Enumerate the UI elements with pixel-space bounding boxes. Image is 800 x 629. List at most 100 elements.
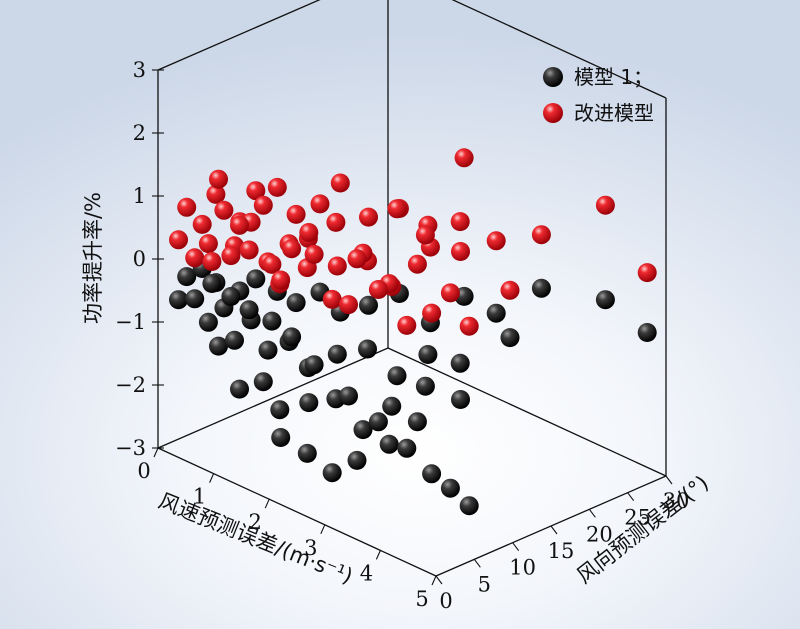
z-tick-label: 3	[133, 58, 146, 82]
point-improved	[368, 280, 388, 299]
x-axis-ticks: 0 1 2 3 4 5	[137, 447, 437, 611]
z-tick-label: −2	[115, 373, 146, 397]
x-tick-label: 1	[193, 485, 206, 509]
z-tick-label: −1	[115, 310, 146, 334]
point-improved	[451, 242, 470, 261]
x-tick-label: 0	[137, 459, 150, 483]
y-tick-label: 5	[478, 572, 491, 596]
point-improved	[192, 214, 212, 234]
point-model1	[451, 390, 470, 409]
z-axis-title: 功率提升率/%	[81, 192, 105, 324]
box-edge-floor-right	[387, 347, 667, 477]
point-model1	[239, 300, 259, 320]
box-edge-top-back	[451, 0, 667, 99]
x-axis-line	[157, 447, 437, 577]
point-model1	[297, 443, 317, 463]
point-improved	[253, 195, 273, 215]
point-model1	[459, 496, 479, 516]
point-model1	[209, 336, 228, 356]
point-improved	[230, 215, 249, 235]
y-tick	[588, 509, 596, 518]
point-improved	[271, 270, 291, 290]
point-model1	[387, 366, 407, 386]
x-tick	[431, 575, 437, 586]
legend-label-model1: 模型 1；	[574, 65, 653, 89]
point-model1	[322, 463, 342, 483]
point-model1	[271, 428, 291, 447]
point-model1	[258, 340, 278, 360]
point-model1	[304, 355, 324, 375]
point-model1	[500, 328, 520, 348]
point-improved	[347, 249, 367, 269]
point-model1	[262, 311, 282, 331]
point-improved	[322, 289, 342, 309]
x-tick-label: 2	[249, 510, 262, 534]
point-improved	[387, 199, 407, 219]
z-tick-label: −3	[115, 436, 146, 460]
point-model1	[450, 353, 470, 373]
point-improved	[169, 230, 188, 250]
point-improved	[304, 244, 324, 264]
data-points	[169, 148, 657, 516]
point-improved	[359, 207, 378, 227]
point-model1	[407, 412, 427, 432]
point-improved	[299, 223, 319, 242]
point-improved	[422, 303, 442, 323]
point-improved	[185, 248, 205, 268]
point-improved	[531, 225, 551, 245]
point-model1	[225, 330, 244, 350]
point-model1	[282, 327, 302, 347]
y-tick	[627, 492, 635, 501]
z-tick-label: 1	[133, 184, 146, 208]
point-improved	[327, 256, 347, 276]
y-tick	[473, 559, 481, 568]
point-improved	[214, 200, 234, 220]
point-model1	[531, 278, 551, 298]
legend-marker-model1	[543, 67, 563, 87]
point-model1	[169, 290, 188, 310]
point-improved	[198, 234, 218, 254]
point-improved	[397, 315, 417, 335]
point-improved	[209, 169, 228, 189]
point-model1	[286, 293, 306, 313]
point-model1	[347, 450, 367, 470]
y-tick-label: 25	[624, 506, 651, 530]
point-model1	[253, 372, 273, 392]
point-model1	[202, 274, 222, 293]
point-improved	[262, 254, 282, 274]
point-improved	[459, 316, 479, 336]
y-tick-label: 15	[548, 539, 575, 563]
x-tick	[375, 550, 381, 560]
point-improved	[282, 239, 302, 259]
point-improved	[286, 204, 306, 224]
point-improved	[595, 195, 615, 215]
x-tick	[209, 473, 215, 483]
point-model1	[418, 345, 438, 364]
legend: 模型 1； 改进模型	[543, 65, 654, 125]
y-tick-label: 10	[509, 556, 536, 580]
point-improved	[202, 252, 222, 271]
point-improved	[440, 283, 460, 303]
point-model1	[270, 400, 290, 420]
box-edge-top-left	[157, 0, 321, 71]
point-model1	[379, 434, 399, 454]
legend-label-improved: 改进模型	[574, 101, 654, 125]
x-tick-label: 5	[415, 587, 428, 611]
point-model1	[185, 289, 205, 309]
legend-marker-improved	[543, 103, 563, 123]
point-improved	[407, 254, 427, 274]
x-axis-title: 风速预测误差/(m·s⁻¹)	[155, 489, 356, 589]
point-model1	[198, 312, 218, 332]
point-improved	[500, 280, 520, 300]
point-improved	[310, 194, 330, 214]
point-improved	[450, 212, 470, 232]
y-tick	[665, 475, 673, 485]
z-tick-label: 0	[133, 247, 146, 271]
y-axis-ticks: 0 5 10 15 20 25 30	[435, 475, 689, 613]
point-model1	[339, 386, 358, 406]
x-tick	[264, 498, 270, 509]
point-model1	[422, 464, 442, 484]
point-improved	[206, 184, 226, 204]
point-improved	[339, 295, 358, 315]
